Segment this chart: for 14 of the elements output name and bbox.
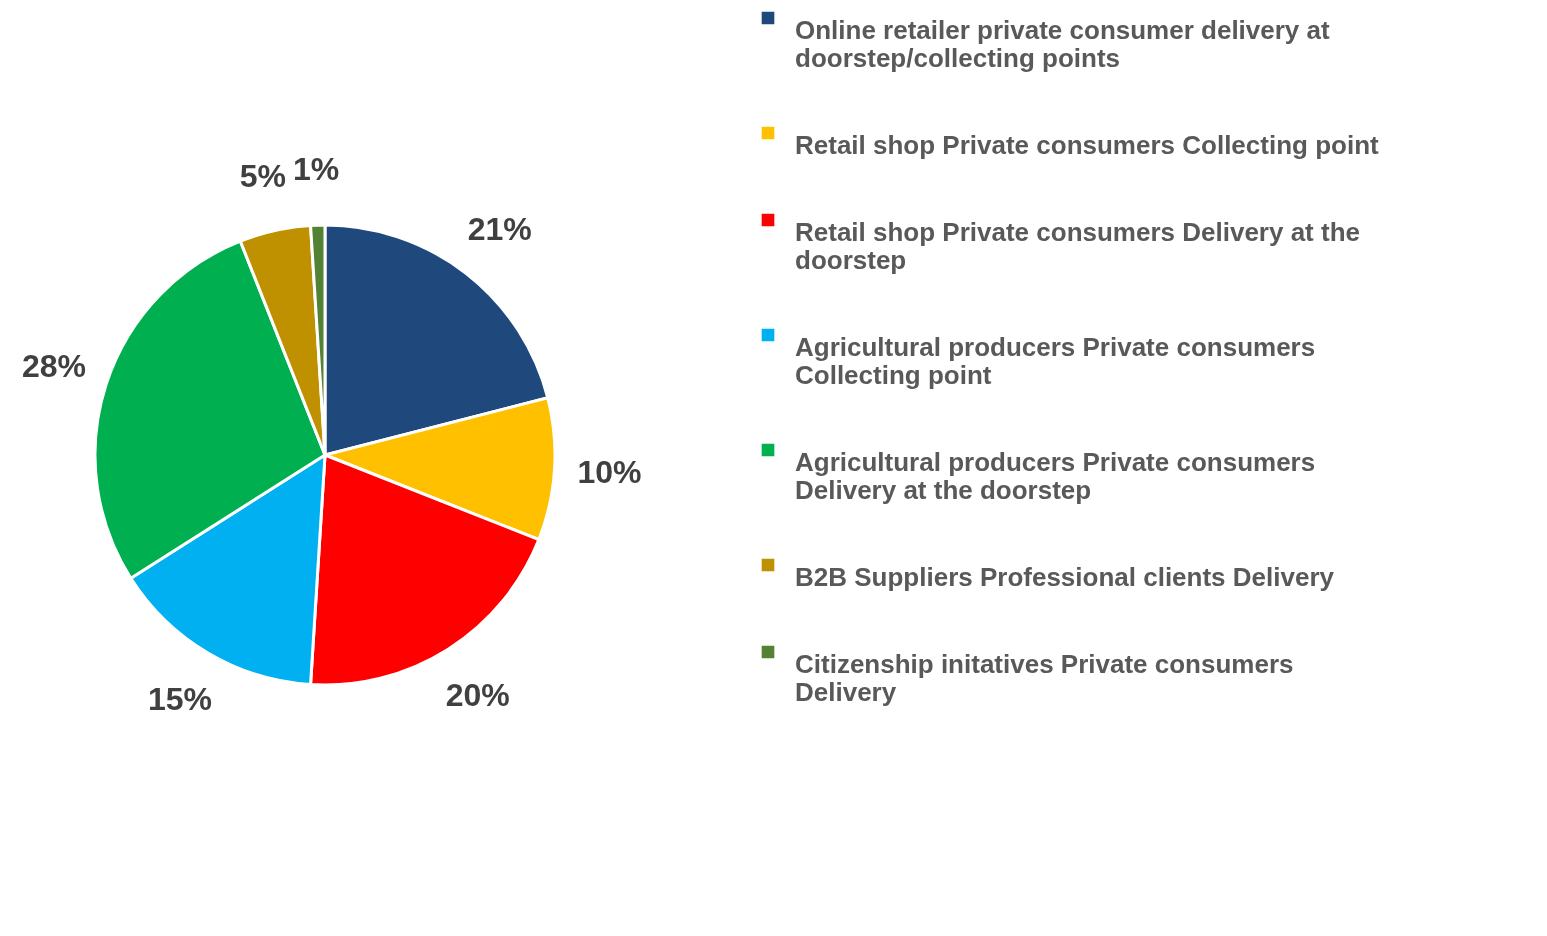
legend-label: Agricultural producers Private consumers Collecting point — [795, 332, 1316, 390]
legend-label: Retail shop Private consumers Collecting point — [795, 130, 1380, 160]
data-label: 20% — [445, 676, 510, 713]
data-label: 1% — [292, 151, 340, 188]
legend-label: Agricultural producers Private consumers Delivery at the doorstep — [795, 447, 1316, 505]
legend-label: Retail shop Private consumers Delivery at the doorstep — [795, 217, 1360, 275]
legend-label: B2B Suppliers Professional clients Delivery — [795, 562, 1335, 592]
legend-label: Citizenship initatives Private consumers Delivery — [795, 649, 1294, 707]
data-label: 15% — [147, 681, 212, 718]
data-label: 21% — [467, 210, 532, 247]
data-label: 10% — [577, 453, 642, 490]
data-label: 5% — [239, 157, 286, 194]
data-label: 28% — [21, 347, 86, 384]
legend-label: Online retailer private consumer delivery at doorstep/collecting points — [795, 15, 1330, 73]
